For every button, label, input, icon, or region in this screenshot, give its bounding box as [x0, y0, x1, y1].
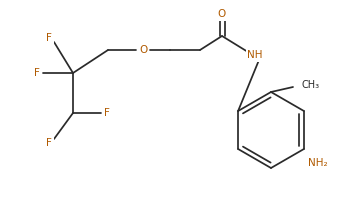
Text: O: O	[139, 45, 147, 55]
Text: F: F	[34, 68, 40, 78]
Text: CH₃: CH₃	[302, 80, 320, 90]
Text: NH: NH	[247, 50, 263, 60]
Text: F: F	[104, 108, 110, 118]
Text: F: F	[46, 33, 52, 43]
Text: O: O	[218, 9, 226, 19]
Text: F: F	[46, 138, 52, 148]
Text: NH₂: NH₂	[308, 158, 328, 168]
